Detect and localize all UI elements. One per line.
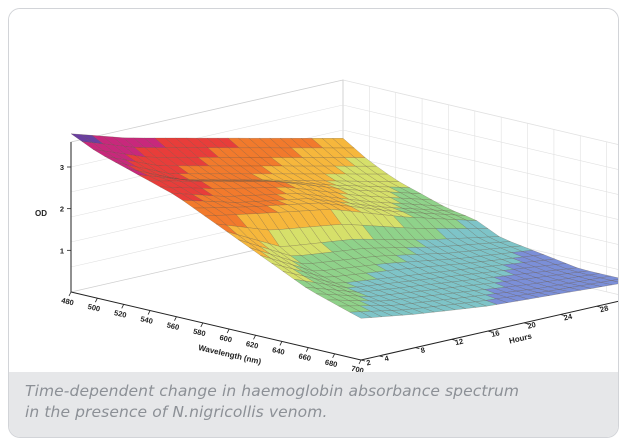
wavelength-tick-label: 700 bbox=[350, 364, 364, 372]
surface-plot: 480 500 520 540 560 580 600 620 640 660 680 700 2 4 8 1… bbox=[9, 9, 618, 372]
wavelength-tick bbox=[358, 359, 362, 365]
wavelength-tick-label: 480 bbox=[60, 296, 74, 308]
grid-line bbox=[342, 104, 618, 170]
hours-tick-label: 2 bbox=[365, 358, 371, 368]
wavelength-tick-label: 600 bbox=[219, 333, 233, 345]
grid-line bbox=[342, 154, 618, 220]
hours-tick bbox=[360, 359, 366, 362]
hours-tick-label: 28 bbox=[599, 304, 609, 315]
caption-line-2: in the presence of N.nigricollis venom. bbox=[25, 403, 328, 421]
wavelength-tick bbox=[279, 341, 283, 346]
grid-line bbox=[342, 129, 618, 195]
wavelength-tick bbox=[226, 328, 230, 334]
hours-tick bbox=[379, 355, 384, 358]
hours-tick bbox=[524, 322, 529, 325]
wavelength-tick-label: 680 bbox=[324, 358, 338, 370]
wavelength-tick-label: 640 bbox=[271, 345, 285, 357]
wavelength-tick-label: 560 bbox=[166, 320, 180, 332]
wavelength-tick-label: 520 bbox=[113, 308, 127, 320]
hours-tick-label: 24 bbox=[563, 312, 574, 323]
hours-tick bbox=[596, 305, 601, 308]
wavelength-axis bbox=[70, 291, 362, 361]
hours-axis bbox=[360, 300, 618, 361]
wavelength-tick bbox=[121, 304, 125, 309]
hours-tick bbox=[415, 347, 420, 349]
od-tick-label: 2 bbox=[60, 205, 64, 214]
od-axis-title: OD bbox=[35, 209, 47, 218]
hours-tick-label: 16 bbox=[490, 328, 500, 339]
od-tick-label: 1 bbox=[60, 246, 64, 255]
wavelength-tick-label: 620 bbox=[245, 339, 259, 351]
hours-tick-label: 12 bbox=[454, 337, 464, 348]
hours-tick bbox=[560, 314, 565, 316]
hours-tick bbox=[487, 330, 493, 333]
wavelength-tick bbox=[147, 310, 151, 315]
od-tick-label: 3 bbox=[60, 163, 64, 172]
hours-tick-label: 4 bbox=[384, 353, 391, 363]
hours-axis-title: Hours bbox=[508, 331, 533, 345]
hours-tick-label: 20 bbox=[527, 320, 537, 331]
wavelength-tick-label: 660 bbox=[298, 351, 312, 363]
wavelength-tick bbox=[200, 322, 204, 328]
wavelength-tick bbox=[332, 353, 335, 358]
wavelength-tick-label: 580 bbox=[192, 327, 206, 339]
wavelength-tick bbox=[68, 291, 72, 297]
figure-card: 480 500 520 540 560 580 600 620 640 660 680 700 2 4 8 1… bbox=[8, 8, 619, 438]
wavelength-tick bbox=[253, 335, 256, 340]
hours-tick-label: 8 bbox=[420, 345, 426, 355]
wavelength-tick-label: 500 bbox=[87, 302, 101, 314]
figure-caption: Time-dependent change in haemoglobin abs… bbox=[9, 372, 618, 437]
wavelength-tick bbox=[305, 347, 309, 352]
wavelength-tick bbox=[95, 298, 98, 303]
wavelength-tick bbox=[174, 316, 177, 321]
hours-tick bbox=[451, 338, 456, 341]
surface-patch bbox=[349, 311, 373, 319]
caption-line-1: Time-dependent change in haemoglobin abs… bbox=[25, 382, 520, 400]
surface-patch bbox=[611, 279, 618, 283]
wavelength-tick-label: 540 bbox=[140, 314, 154, 326]
